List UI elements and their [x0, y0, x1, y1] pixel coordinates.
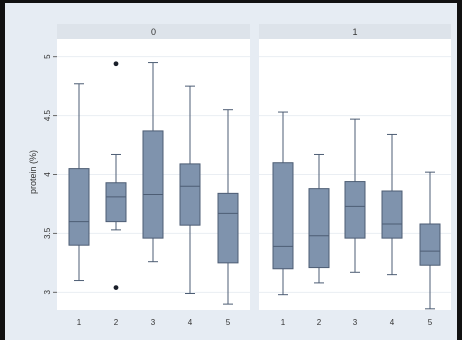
label-layer: 0 1 2 3 4 5 1 1 2 3 4 5 3 3.5 4 4.5 5 — [43, 27, 433, 327]
x-tick-label-1-4: 4 — [390, 318, 395, 327]
panel-1-box-1-iqr — [272, 162, 294, 270]
panel-0-box-2-outlier-0 — [113, 285, 119, 291]
panel-1-strip — [259, 24, 451, 39]
panel-1-box-3-iqr — [344, 181, 366, 239]
panel-1-strip-label: 1 — [352, 27, 357, 37]
y-tick-label-4: 4 — [43, 172, 52, 177]
panel-0-strip-label: 0 — [151, 27, 156, 37]
y-axis-title: protein (%) — [28, 150, 38, 194]
x-tick-label-0-1: 1 — [77, 318, 82, 327]
y-tick-label-3: 3 — [43, 290, 52, 295]
panel-1-box-5-iqr — [419, 223, 441, 266]
panel-0-box-1-iqr — [68, 168, 90, 246]
x-tick-label-1-2: 2 — [317, 318, 322, 327]
y-tick-label-3.5: 3.5 — [43, 227, 52, 239]
x-tick-label-0-5: 5 — [226, 318, 231, 327]
panel-0-box-4-iqr — [179, 163, 201, 226]
x-tick-label-1-1: 1 — [281, 318, 286, 327]
x-tick-label-1-5: 5 — [428, 318, 433, 327]
y-tick-label-4.5: 4.5 — [43, 109, 52, 121]
box-layer — [68, 61, 441, 310]
panel-0-box-3-iqr — [142, 130, 164, 239]
y-tick-label-5: 5 — [43, 54, 52, 59]
panel-0-strip — [57, 24, 250, 39]
x-tick-label-1-3: 3 — [353, 318, 358, 327]
panel-0-box-2-outlier-1 — [113, 61, 119, 67]
panel-0-box-5-iqr — [217, 192, 239, 264]
x-tick-label-0-3: 3 — [151, 318, 156, 327]
panel-0-box-2-iqr — [105, 182, 127, 223]
panel-1-box-4-iqr — [381, 190, 403, 239]
x-tick-label-0-4: 4 — [188, 318, 193, 327]
grid-layer — [57, 56, 451, 293]
panel-1-box-2-iqr — [308, 188, 330, 269]
x-tick-label-0-2: 2 — [114, 318, 119, 327]
